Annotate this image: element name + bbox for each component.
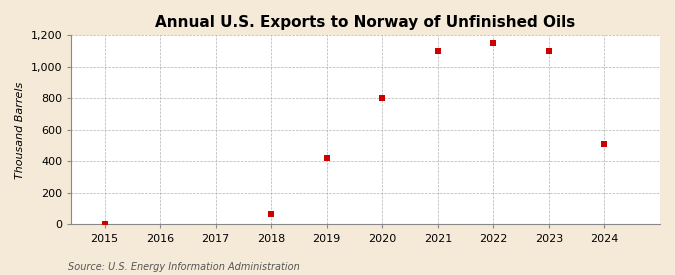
Point — [266, 212, 277, 216]
Y-axis label: Thousand Barrels: Thousand Barrels — [15, 81, 25, 178]
Title: Annual U.S. Exports to Norway of Unfinished Oils: Annual U.S. Exports to Norway of Unfinis… — [155, 15, 576, 30]
Point — [488, 41, 499, 45]
Point — [543, 49, 554, 53]
Point — [99, 222, 110, 227]
Point — [433, 49, 443, 53]
Text: Source: U.S. Energy Information Administration: Source: U.S. Energy Information Administ… — [68, 262, 299, 272]
Point — [377, 96, 387, 101]
Point — [321, 156, 332, 161]
Point — [599, 142, 610, 146]
